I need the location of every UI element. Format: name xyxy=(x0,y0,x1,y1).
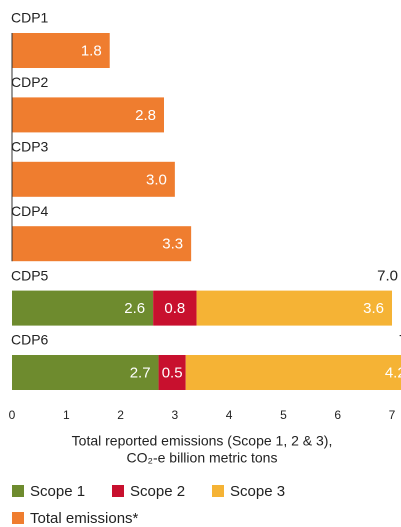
bar-segment xyxy=(12,290,154,326)
bar-segment xyxy=(158,355,186,390)
legend-swatch xyxy=(12,512,24,524)
legend-label: Scope 2 xyxy=(130,483,185,500)
x-tick-label: 7 xyxy=(389,408,396,422)
bar-segment xyxy=(185,355,401,390)
total-label: 7.4 xyxy=(399,332,401,349)
legend-swatch xyxy=(212,485,224,497)
legend-swatch xyxy=(112,485,124,497)
data-label: 2.7 xyxy=(130,364,151,381)
x-axis-label: CO₂-e billion metric tons xyxy=(127,450,278,466)
x-axis-label: Total reported emissions (Scope 1, 2 & 3… xyxy=(72,433,333,449)
category-label: CDP4 xyxy=(11,203,49,219)
total-label: 7.0 xyxy=(377,268,398,285)
data-label: 2.6 xyxy=(124,300,145,317)
data-label: 0.8 xyxy=(164,300,185,317)
x-tick-label: 2 xyxy=(117,408,124,422)
data-label: 1.8 xyxy=(81,42,102,59)
bar-segment xyxy=(12,161,175,197)
category-label: CDP2 xyxy=(11,74,49,90)
data-label: 3.3 xyxy=(162,236,183,253)
bar-segment xyxy=(12,33,110,68)
category-label: CDP1 xyxy=(11,10,49,26)
x-tick-label: 6 xyxy=(334,408,341,422)
x-tick-label: 4 xyxy=(226,408,233,422)
bar-segment xyxy=(12,97,164,133)
data-label: 2.8 xyxy=(135,107,156,124)
category-label: CDP5 xyxy=(11,267,49,283)
legend-swatch xyxy=(12,485,24,497)
bar-segment xyxy=(196,290,392,326)
category-label: CDP6 xyxy=(11,332,49,348)
x-tick-label: 5 xyxy=(280,408,287,422)
bar-segment xyxy=(12,355,159,390)
x-tick-label: 0 xyxy=(9,408,16,422)
x-tick-label: 1 xyxy=(63,408,70,422)
data-label: 4.2 xyxy=(385,364,401,381)
legend-label: Total emissions* xyxy=(30,510,139,527)
bar-segment xyxy=(153,290,197,326)
category-label: CDP3 xyxy=(11,139,49,155)
x-tick-label: 3 xyxy=(172,408,179,422)
data-label: 3.0 xyxy=(146,171,167,188)
legend-label: Scope 3 xyxy=(230,483,285,500)
data-label: 0.5 xyxy=(162,364,183,381)
data-label: 3.6 xyxy=(363,300,384,317)
bar-segment xyxy=(12,226,192,262)
legend-label: Scope 1 xyxy=(30,483,85,500)
